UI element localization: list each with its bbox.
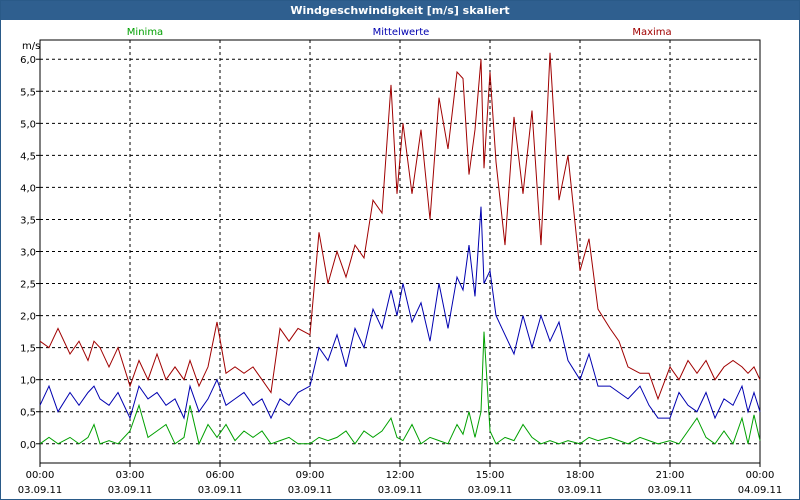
- y-tick-label: 3,0: [20, 248, 36, 259]
- y-tick-label: 2,5: [20, 280, 36, 291]
- y-tick-label: 0,5: [20, 408, 36, 419]
- x-tick-time: 21:00: [656, 470, 685, 481]
- y-tick-label: 0,0: [20, 440, 36, 451]
- x-tick-date: 03.09.11: [108, 485, 153, 496]
- series-line-maxima: [39, 52, 761, 401]
- x-tick-date: 03.09.11: [378, 485, 423, 496]
- x-tick-date: 03.09.11: [288, 485, 333, 496]
- series-line-minima: [39, 331, 761, 446]
- series-line-mittelwerte: [39, 206, 761, 420]
- y-tick-label: 2,0: [20, 312, 36, 323]
- x-tick-time: 00:00: [746, 470, 775, 481]
- x-tick-date: 03.09.11: [468, 485, 513, 496]
- y-tick-label: 4,0: [20, 183, 36, 194]
- x-tick-time: 03:00: [116, 470, 145, 481]
- legend-mittelwerte: Mittelwerte: [373, 27, 430, 38]
- x-tick-time: 00:00: [26, 470, 55, 481]
- x-tick-date: 03.09.11: [648, 485, 693, 496]
- y-tick-label: 6,0: [20, 55, 36, 66]
- y-tick-label: 1,0: [20, 376, 36, 387]
- grid-lines: [40, 40, 760, 463]
- x-tick-time: 06:00: [206, 470, 235, 481]
- legend-maxima: Maxima: [632, 27, 671, 38]
- x-tick-date: 03.09.11: [558, 485, 603, 496]
- x-tick-time: 12:00: [386, 470, 415, 481]
- window-title: Windgeschwindigkeit [m/s] skaliert: [1, 1, 799, 20]
- x-tick-date: 03.09.11: [18, 485, 63, 496]
- y-axis-ticks: 0,0 0,5 1,0 1,5 2,0 2,5 3,0 3,5 4,0 4,5 5,0 5,5 6,0: [20, 55, 40, 451]
- x-axis-ticks: 00:00 03.09.11 03:00 03.09.11 06:00 03.09.11 0…: [18, 463, 783, 496]
- x-tick-time: 18:00: [566, 470, 595, 481]
- series-lines: [39, 52, 761, 446]
- x-tick-date: 04.09.11: [738, 485, 783, 496]
- legend-minima: Minima: [127, 27, 163, 38]
- x-tick-time: 09:00: [296, 470, 325, 481]
- y-tick-label: 1,5: [20, 344, 36, 355]
- y-tick-label: 3,5: [20, 215, 36, 226]
- y-tick-label: 5,5: [20, 87, 36, 98]
- x-tick-time: 15:00: [476, 470, 505, 481]
- y-tick-label: 4,5: [20, 151, 36, 162]
- x-tick-date: 03.09.11: [198, 485, 243, 496]
- y-tick-label: 5,0: [20, 119, 36, 130]
- y-axis-label: m/s: [22, 41, 40, 52]
